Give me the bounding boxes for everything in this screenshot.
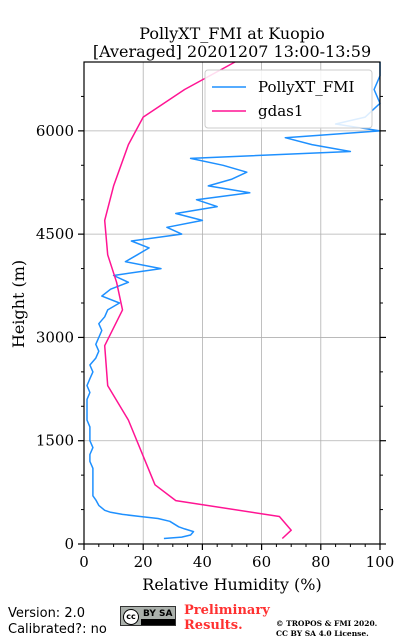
preliminary-results-note: Preliminary Results. <box>184 603 270 633</box>
x-tick-label: 20 <box>134 553 153 571</box>
legend-label-pollyxt: PollyXT_FMI <box>258 78 355 96</box>
rh-profile-chart: PollyXT_FMI at Kuopio [Averaged] 2020120… <box>9 24 395 594</box>
y-tick-label: 3000 <box>36 328 74 346</box>
preliminary-line-2: Results. <box>184 618 243 633</box>
x-tick-label: 40 <box>193 553 212 571</box>
y-tick-label: 6000 <box>36 122 74 140</box>
data-series <box>86 61 381 540</box>
copyright-note: © TROPOS & FMI 2020. CC BY SA 4.0 Licens… <box>276 619 377 639</box>
x-tick-label: 0 <box>79 553 89 571</box>
y-tick-label: 0 <box>64 535 74 553</box>
x-tick-label: 80 <box>311 553 330 571</box>
legend-label-gdas1: gdas1 <box>258 102 303 120</box>
x-axis-label: Relative Humidity (%) <box>142 575 321 594</box>
y-tick-label: 1500 <box>36 432 74 450</box>
version-text: Version: 2.0 <box>8 606 85 621</box>
cc-icon: cc <box>123 609 139 625</box>
preliminary-line-1: Preliminary <box>184 603 270 618</box>
y-tick-label: 4500 <box>36 225 74 243</box>
cc-by-sa-icon: BY SA <box>143 609 173 619</box>
chart-title: PollyXT_FMI at Kuopio <box>139 24 325 43</box>
axis-ticks: 0 20 40 60 80 100 0 1500 3000 4500 6000 <box>36 95 395 571</box>
calibrated-text: Calibrated?: no <box>8 622 107 637</box>
cc-badge-strip <box>141 619 175 625</box>
cc-license-badge: cc BY SA <box>120 606 176 626</box>
legend: PollyXT_FMI gdas1 <box>204 69 373 129</box>
legend-box <box>204 69 373 129</box>
x-tick-label: 100 <box>366 553 395 571</box>
copyright-line-2: CC BY SA 4.0 License. <box>276 629 369 638</box>
gdas1-rh-line <box>103 61 292 540</box>
pollyxt-rh-line <box>86 62 381 540</box>
y-axis-label: Height (m) <box>9 260 28 348</box>
chart-subtitle: [Averaged] 20201207 13:00-13:59 <box>93 42 371 61</box>
x-tick-label: 60 <box>252 553 271 571</box>
copyright-line-1: © TROPOS & FMI 2020. <box>276 619 378 628</box>
